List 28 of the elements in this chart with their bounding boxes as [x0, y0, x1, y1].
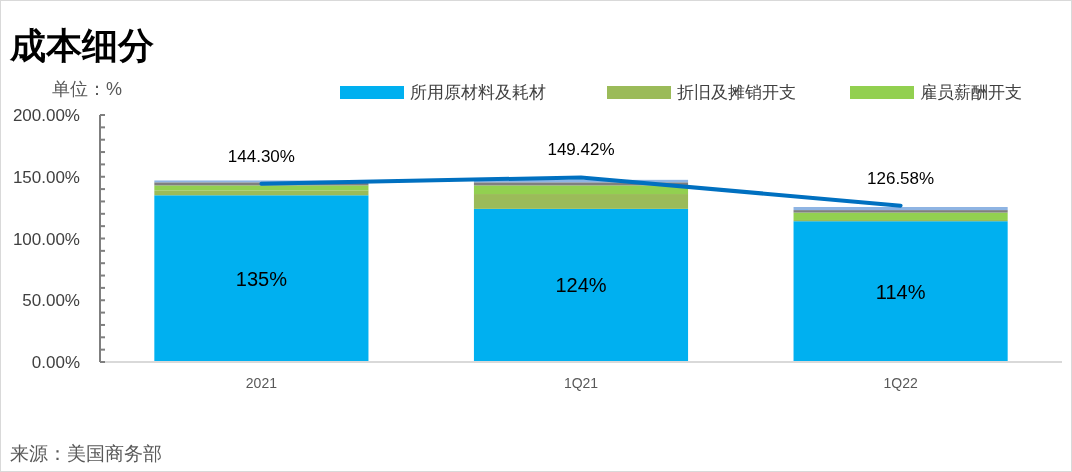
data-label: 124% [555, 274, 607, 297]
y-tick-label: 100.00% [12, 229, 80, 249]
data-label: 114% [875, 280, 926, 303]
legend-label: 折旧及摊销开支 [677, 83, 796, 102]
legend-label: 所用原材料及耗材 [410, 83, 546, 102]
y-tick-label: 150.00% [12, 167, 80, 187]
bar [793, 221, 1008, 362]
bar [154, 190, 369, 196]
y-tick-label: 50.00% [22, 291, 80, 311]
data-label: 135% [235, 267, 288, 290]
legend-label: 雇员薪酬开支 [920, 83, 1022, 102]
bar [473, 185, 689, 195]
y-axis-title: 单位：% [52, 79, 123, 99]
y-tick-label: 0.00% [31, 353, 80, 372]
bar [793, 212, 1008, 220]
bar [473, 194, 689, 209]
data-label: 126.58% [867, 168, 935, 188]
bar [154, 185, 369, 191]
x-tick-label: 2021 [245, 375, 278, 391]
chart-title: 成本细分 [9, 25, 154, 66]
data-label: 144.30% [227, 146, 295, 166]
bar [473, 208, 689, 362]
source-note: 来源：美国商务部 [10, 443, 162, 464]
data-label: 149.42% [547, 140, 615, 160]
x-tick-label: 1Q22 [883, 375, 918, 391]
bar [154, 195, 369, 362]
y-tick-label: 200.00% [12, 106, 80, 125]
x-tick-label: 1Q21 [563, 375, 599, 391]
